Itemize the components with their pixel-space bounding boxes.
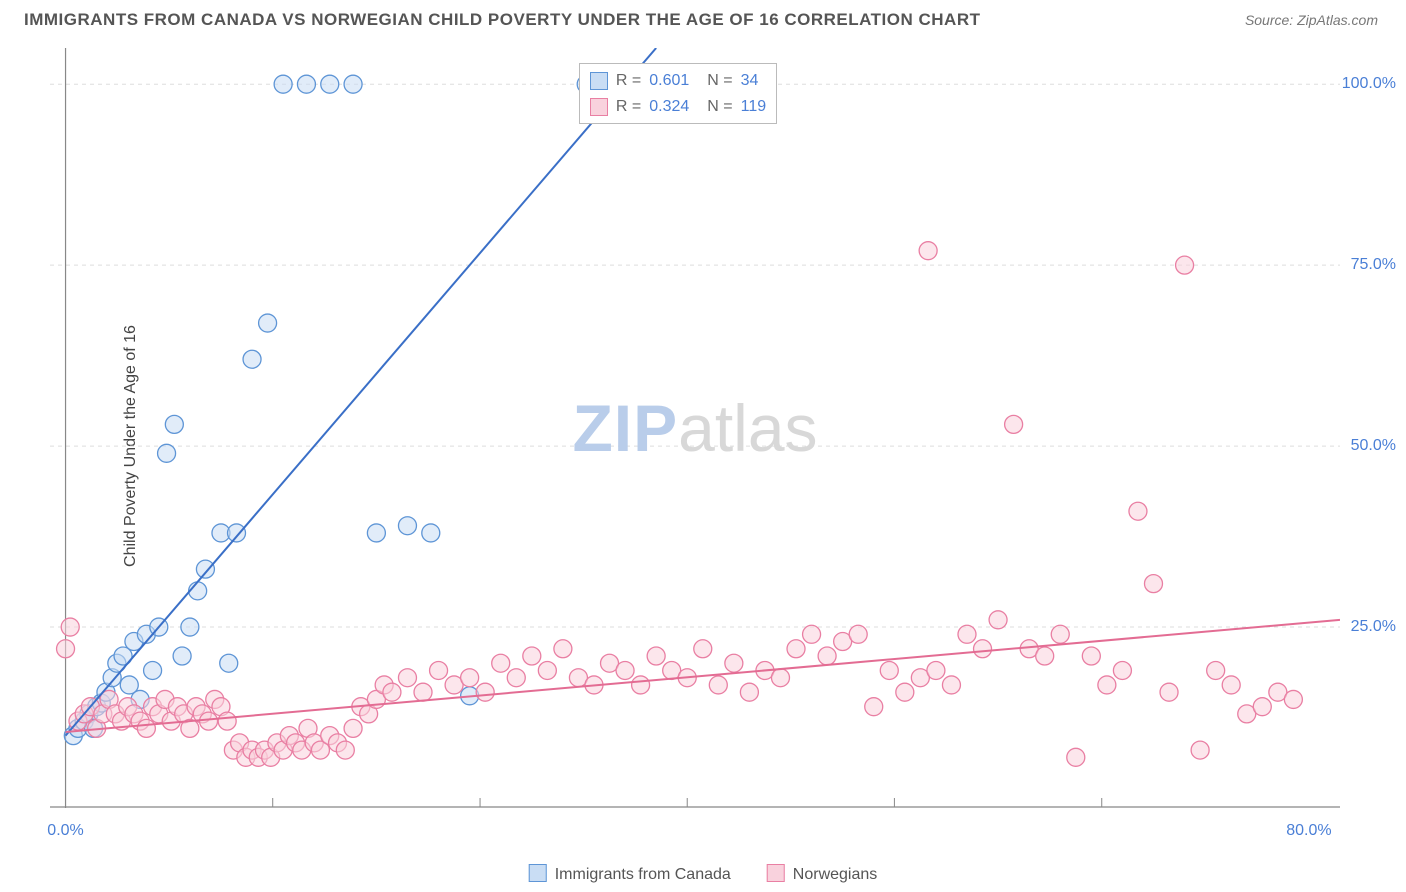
series-legend: Immigrants from Canada Norwegians (529, 864, 878, 884)
n-value: 34 (741, 68, 759, 94)
y-tick-label: 100.0% (1342, 75, 1396, 93)
n-value: 119 (741, 94, 767, 120)
y-tick-label: 75.0% (1351, 256, 1396, 274)
legend-item-canada: Immigrants from Canada (529, 864, 731, 884)
legend-item-norwegians: Norwegians (767, 864, 877, 884)
y-tick-label: 25.0% (1351, 618, 1396, 636)
n-label: N = (707, 68, 732, 94)
r-label: R = (616, 94, 641, 120)
legend-label: Immigrants from Canada (555, 866, 731, 883)
legend-swatch-icon (590, 98, 608, 116)
legend-swatch-icon (529, 864, 547, 882)
y-tick-label: 50.0% (1351, 437, 1396, 455)
legend-swatch-icon (767, 864, 785, 882)
chart-title: IMMIGRANTS FROM CANADA VS NORWEGIAN CHIL… (24, 10, 981, 30)
legend-label: Norwegians (793, 866, 877, 883)
correlation-legend-row: R = 0.601 N = 34 (590, 68, 766, 94)
plot-area: ZIPatlas R =0.601N =34R =0.324N =119 (50, 48, 1340, 808)
r-label: R = (616, 68, 641, 94)
x-tick-label: 0.0% (47, 822, 83, 840)
correlation-legend: R = 0.601 N = 34 R = 0.324 N = 119 (579, 63, 777, 124)
r-value: 0.601 (649, 68, 689, 94)
source-label: Source: ZipAtlas.com (1245, 12, 1378, 28)
n-label: N = (707, 94, 732, 120)
r-value: 0.324 (649, 94, 689, 120)
legend-swatch-icon (590, 72, 608, 90)
chart-svg (50, 48, 1340, 808)
x-tick-label: 80.0% (1286, 822, 1331, 840)
correlation-legend-row: R = 0.324 N = 119 (590, 94, 766, 120)
